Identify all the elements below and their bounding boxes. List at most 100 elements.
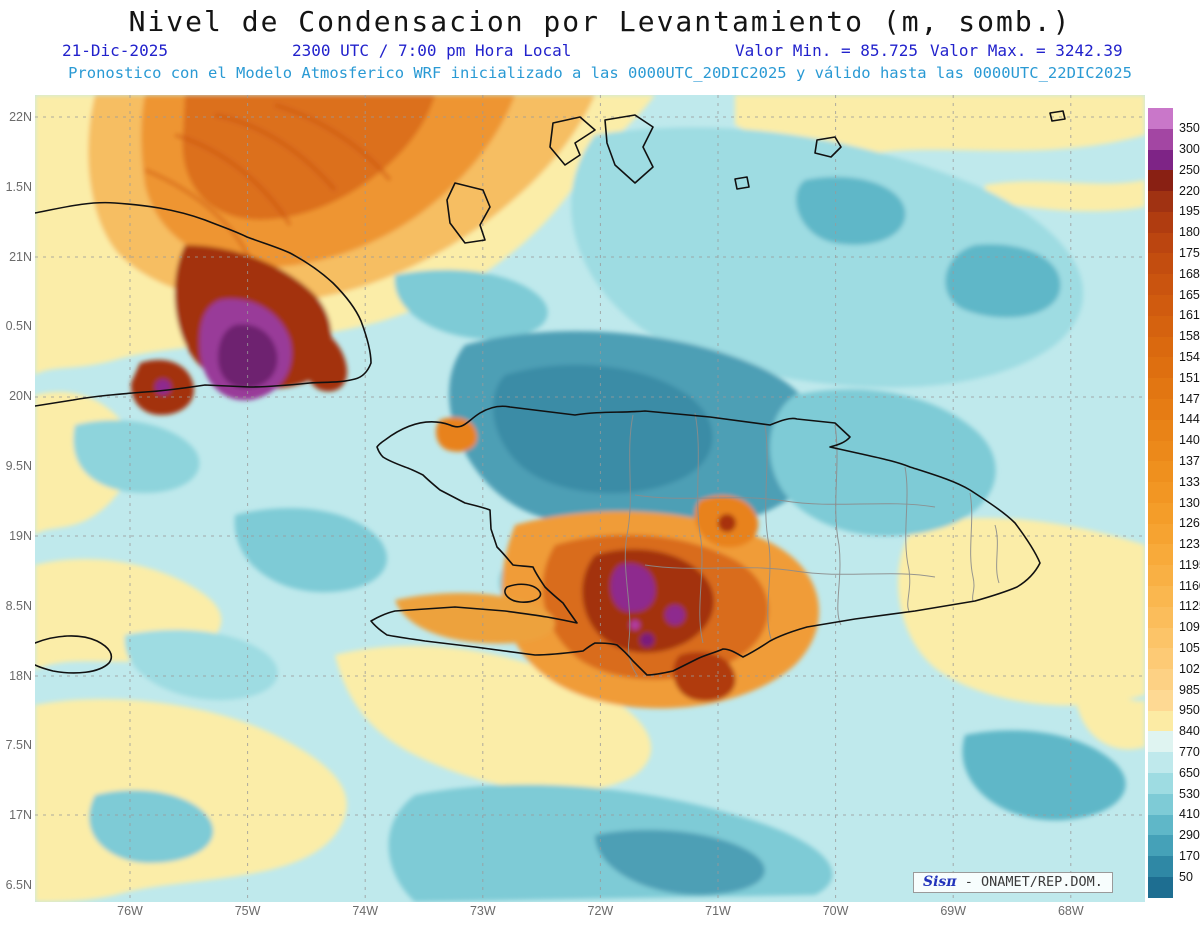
colorbar-tick-label: 1510	[1179, 370, 1200, 385]
sispi-logo: Sisπ	[923, 874, 957, 890]
colorbar-segment	[1148, 606, 1173, 628]
coastline-islet	[1049, 110, 1066, 122]
colorbar-segment	[1148, 440, 1173, 462]
colorbar-segment	[1148, 773, 1173, 794]
coastline-jamaica	[35, 635, 113, 674]
colorbar-segment	[1148, 398, 1173, 420]
coastline-islet	[734, 176, 750, 190]
colorbar-segment	[1148, 191, 1173, 212]
colorbar-tick-label: 1055	[1179, 641, 1200, 656]
colorbar-segment	[1148, 482, 1173, 503]
colorbar-tick-label: 1020	[1179, 661, 1200, 676]
colorbar-segment	[1148, 502, 1173, 524]
x-axis-tick: 73W	[469, 904, 496, 918]
forecast-date: 21-Dic-2025	[62, 41, 168, 60]
colorbar-segment	[1148, 731, 1173, 753]
coastline-islet	[549, 116, 596, 166]
colorbar-segment	[1148, 108, 1173, 129]
colorbar-tick-label: 950	[1179, 703, 1200, 718]
model-init-line: Pronostico con el Modelo Atmosferico WRF…	[68, 64, 1132, 82]
colorbar-tick-label: 1160	[1179, 578, 1200, 593]
colorbar-segment	[1148, 295, 1173, 316]
y-axis-tick: 8.5N	[5, 598, 32, 613]
colorbar-tick-label: 530	[1179, 786, 1200, 801]
colorbar-tick-label: 3000	[1179, 142, 1200, 157]
colorbar-segment	[1148, 378, 1173, 399]
x-axis-tick: 71W	[705, 904, 731, 918]
value-max: Valor Max. = 3242.39	[930, 41, 1123, 60]
forecast-time: 2300 UTC / 7:00 pm Hora Local	[292, 41, 572, 60]
lcl-shading	[35, 95, 1145, 902]
page-title: Nivel de Condensacion por Levantamiento …	[128, 5, 1072, 38]
watermark-text: - ONAMET/REP.DOM.	[956, 874, 1103, 890]
colorbar-segment	[1148, 565, 1173, 586]
colorbar-tick-label: 3500	[1179, 121, 1200, 136]
colorbar-segment	[1148, 856, 1173, 877]
y-axis-tick: 6.5N	[5, 878, 32, 893]
colorbar-tick-label: 1405	[1179, 433, 1200, 448]
colorbar-tick-label: 2200	[1179, 183, 1200, 198]
colorbar-tick-label: 770	[1179, 744, 1200, 759]
colorbar-segment	[1148, 149, 1173, 171]
y-axis-tick: 9.5N	[5, 459, 32, 474]
colorbar-segment	[1148, 128, 1173, 150]
colorbar-tick-label: 1615	[1179, 308, 1200, 323]
x-axis-tick: 69W	[940, 904, 967, 918]
colorbar-tick-label: 1440	[1179, 412, 1200, 427]
colorbar-segment	[1148, 752, 1173, 773]
coastline-islet	[604, 114, 654, 184]
colorbar-tick-label: 1580	[1179, 329, 1200, 344]
coastlines	[35, 110, 1066, 676]
value-min: Valor Min. = 85.725	[735, 41, 919, 60]
colorbar-segment	[1148, 232, 1173, 254]
y-axis-tick: 22N	[9, 110, 32, 124]
y-axis-tick: 1.5N	[5, 179, 32, 194]
weather-map: Sisπ - ONAMET/REP.DOM.	[35, 95, 1145, 902]
colorbar-tick-label: 1650	[1179, 287, 1200, 302]
colorbar-segment	[1148, 835, 1173, 857]
x-axis-tick: 74W	[352, 904, 379, 918]
colorbar-tick-label: 1125	[1179, 599, 1200, 614]
colorbar-tick-label: 1300	[1179, 495, 1200, 510]
colorbar-tick-label: 840	[1179, 724, 1200, 739]
colorbar-tick-label: 1335	[1179, 474, 1200, 489]
colorbar-tick-label: 1750	[1179, 246, 1200, 261]
colorbar-tick-label: 2500	[1179, 162, 1200, 177]
colorbar-segment	[1148, 710, 1173, 732]
colorbar-segment	[1148, 876, 1173, 898]
colorbar-tick-label: 1475	[1179, 391, 1200, 406]
colorbar-tick-label: 650	[1179, 765, 1200, 780]
colorbar-tick-label: 985	[1179, 682, 1200, 697]
y-axis-tick: 7.5N	[5, 738, 32, 753]
colorbar-segment	[1148, 274, 1173, 296]
y-axis-tick: 19N	[9, 528, 32, 543]
coastline-islet	[446, 182, 491, 244]
coastline-cuba	[35, 201, 372, 407]
colorbar-tick-label: 1800	[1179, 225, 1200, 240]
colorbar-tick-label: 1090	[1179, 620, 1200, 635]
coastline-gonave	[504, 583, 542, 603]
colorbar-segment	[1148, 793, 1173, 815]
graticule	[35, 95, 1145, 902]
colorbar-tick-label: 1370	[1179, 453, 1200, 468]
colorbar-tick-label: 1195	[1179, 557, 1200, 572]
colorbar-segment	[1148, 814, 1173, 836]
colorbar-segment	[1148, 336, 1173, 358]
colorbar-segment	[1148, 648, 1173, 670]
coastline-islet	[814, 136, 842, 158]
colorbar-tick-label: 170	[1179, 848, 1200, 863]
colorbar-tick-label: 1265	[1179, 516, 1200, 531]
province-borders	[624, 412, 1000, 676]
y-axis-tick: 0.5N	[5, 319, 32, 334]
coastline-hispaniola	[370, 405, 1041, 676]
colorbar-tick-label: 50	[1179, 869, 1193, 884]
colorbar-segment	[1148, 253, 1173, 275]
colorbar-tick-label: 1685	[1179, 266, 1200, 281]
colorbar-tick-label: 1950	[1179, 204, 1200, 219]
x-axis-tick: 72W	[587, 904, 614, 918]
y-axis-tick: 17N	[9, 808, 32, 823]
colorbar-segment	[1148, 689, 1173, 711]
colorbar-segment	[1148, 211, 1173, 233]
y-axis-tick: 18N	[9, 668, 32, 683]
